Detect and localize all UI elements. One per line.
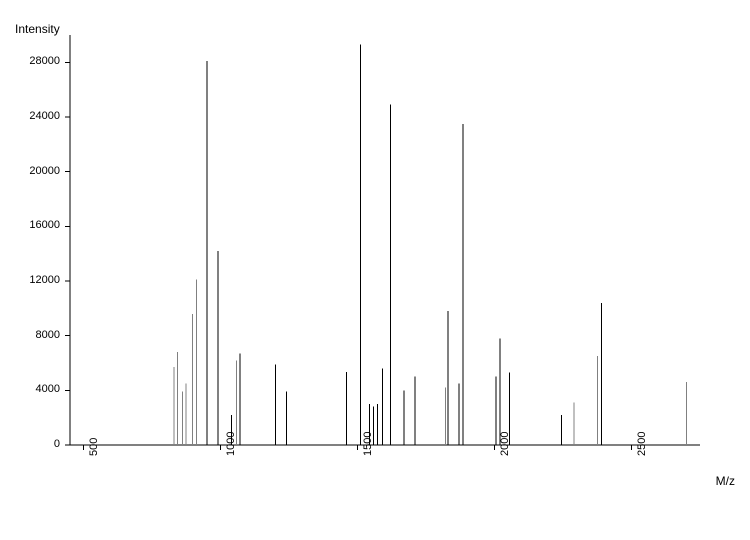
y-tick-label: 0 (20, 438, 60, 450)
x-tick-label: 500 (88, 438, 100, 456)
y-tick-label: 16000 (20, 219, 60, 231)
y-tick-label: 8000 (20, 329, 60, 341)
x-tick-label: 1500 (362, 432, 374, 456)
spectrum-svg (0, 0, 750, 540)
y-tick-label: 12000 (20, 274, 60, 286)
y-tick-label: 28000 (20, 55, 60, 67)
x-tick-label: 2000 (499, 432, 511, 456)
mass-spectrum-chart: Intensity M/z 04000800012000160002000024… (0, 0, 750, 540)
x-tick-label: 2500 (636, 432, 648, 456)
y-tick-label: 20000 (20, 165, 60, 177)
y-tick-label: 4000 (20, 383, 60, 395)
x-tick-label: 1000 (225, 432, 237, 456)
y-tick-label: 24000 (20, 110, 60, 122)
